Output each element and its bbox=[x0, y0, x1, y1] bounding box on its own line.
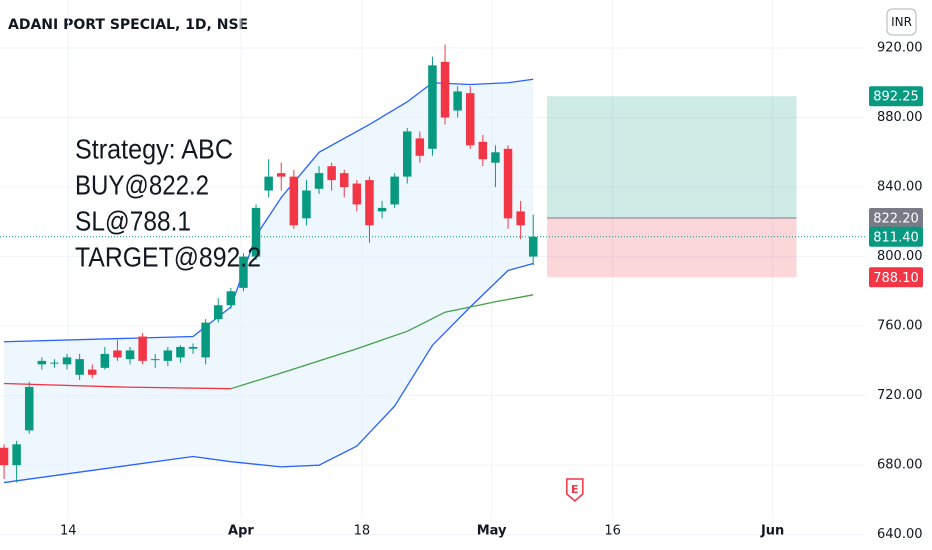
y-tick-label: 920.00 bbox=[877, 40, 923, 55]
overlay-line bbox=[4, 382, 231, 390]
x-tick-label: 14 bbox=[60, 524, 77, 539]
x-tick-label: May bbox=[477, 524, 507, 539]
price-tag bbox=[869, 86, 923, 107]
candle-body bbox=[37, 360, 47, 365]
overlay-line bbox=[4, 78, 534, 343]
candle-body bbox=[365, 180, 374, 226]
y-tick-label: 720.00 bbox=[877, 388, 923, 403]
annotation: Strategy: ABC bbox=[75, 133, 233, 164]
candle-body bbox=[339, 173, 349, 188]
candle-body bbox=[138, 336, 147, 361]
candle-body bbox=[251, 207, 261, 257]
price-tag bbox=[869, 226, 923, 247]
candle-body bbox=[440, 61, 450, 118]
overlay-line bbox=[3, 262, 534, 484]
annotation: TARGET@892.2 bbox=[75, 241, 261, 272]
price-tag-label: 788.10 bbox=[873, 271, 919, 286]
y-tick-label: 800.00 bbox=[877, 249, 923, 264]
x-tick-label: 18 bbox=[354, 524, 371, 539]
candle-body bbox=[453, 91, 462, 111]
candle-body bbox=[239, 256, 248, 288]
candle-body bbox=[163, 350, 173, 361]
loss-zone bbox=[547, 217, 797, 278]
profit-zone bbox=[547, 96, 797, 218]
y-tick-label: 640.00 bbox=[877, 527, 923, 542]
candle-body bbox=[289, 176, 299, 226]
candle-body bbox=[314, 173, 324, 189]
candle-body bbox=[75, 359, 84, 375]
event-label: E bbox=[571, 483, 579, 496]
candle-body bbox=[12, 444, 21, 466]
candle-body bbox=[113, 350, 122, 358]
annotation: SL@788.1 bbox=[75, 205, 191, 236]
x-tick-label: Apr bbox=[228, 524, 254, 539]
candle-body bbox=[0, 447, 9, 466]
y-tick-label: 840.00 bbox=[877, 180, 923, 195]
candle-body bbox=[213, 305, 223, 320]
overlay-line bbox=[230, 294, 534, 390]
candle-body bbox=[264, 176, 273, 191]
candle-body bbox=[176, 346, 185, 358]
candle-body bbox=[50, 362, 59, 364]
annotation: BUY@822.2 bbox=[75, 169, 209, 200]
candle-body bbox=[327, 166, 336, 181]
candle-body bbox=[352, 183, 362, 205]
candle-body bbox=[302, 190, 311, 219]
candle-body bbox=[188, 346, 198, 349]
price-tag bbox=[869, 267, 923, 288]
price-tag-label: 811.40 bbox=[873, 230, 919, 245]
candle-body bbox=[415, 138, 425, 156]
candle-body bbox=[87, 369, 97, 375]
candle-body bbox=[528, 236, 538, 257]
candle-body bbox=[276, 173, 286, 177]
chart-title: ADANI PORT SPECIAL, 1D, NSE bbox=[8, 17, 248, 33]
candle-body bbox=[516, 211, 525, 226]
candle-body bbox=[428, 65, 437, 149]
x-tick-label: 16 bbox=[604, 524, 621, 539]
candle-body bbox=[24, 386, 34, 431]
candle-body bbox=[478, 141, 488, 160]
candle-body bbox=[150, 359, 160, 361]
candle-body bbox=[377, 207, 387, 212]
candle-body bbox=[62, 357, 72, 365]
candle-body bbox=[201, 322, 210, 358]
x-tick-label: Jun bbox=[760, 524, 784, 539]
y-tick-label: 680.00 bbox=[877, 458, 923, 473]
y-tick-label: 880.00 bbox=[877, 110, 923, 125]
candle-body bbox=[465, 93, 475, 146]
currency[interactable]: INR bbox=[891, 15, 912, 29]
price-tag-label: 822.20 bbox=[873, 211, 919, 226]
y-tick-label: 760.00 bbox=[877, 319, 923, 334]
candle-body bbox=[390, 176, 399, 205]
candle-body bbox=[100, 353, 110, 368]
candle-body bbox=[226, 291, 236, 306]
candle-body bbox=[491, 152, 500, 163]
currency-box[interactable] bbox=[886, 8, 917, 36]
candle-body bbox=[402, 131, 412, 177]
event-marker bbox=[566, 478, 584, 502]
price-tag bbox=[869, 207, 923, 228]
candle-body bbox=[503, 148, 513, 219]
price-tag-label: 892.25 bbox=[873, 90, 919, 105]
band-fill bbox=[4, 79, 534, 483]
candle-body bbox=[125, 350, 135, 360]
